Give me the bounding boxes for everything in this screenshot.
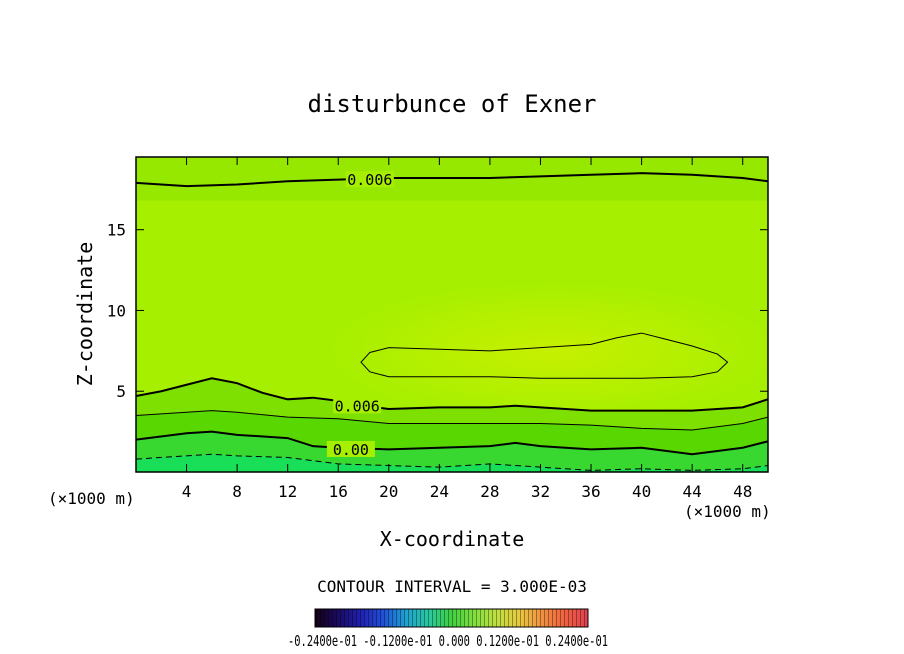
fill-band xyxy=(136,454,768,472)
chart-title: disturbunce of Exner xyxy=(308,90,597,118)
x-tick-label: 44 xyxy=(683,482,702,501)
y-tick-label: 15 xyxy=(107,221,126,240)
colorbar: -0.2400e-01 -0.1200e-01 0.000 0.1200e-01… xyxy=(288,608,608,650)
contour-line xyxy=(136,430,768,456)
colorbar-frame xyxy=(314,608,589,628)
x-tick-label: 48 xyxy=(733,482,752,501)
x-tick-label: 12 xyxy=(278,482,297,501)
plot-frame xyxy=(135,156,769,473)
x-unit-label: (×1000 m) xyxy=(684,502,771,521)
plot-area xyxy=(136,157,768,472)
x-tick-label: 8 xyxy=(232,482,242,501)
x-axis-ticks: 4 8 12 16 20 24 28 32 36 40 44 48 xyxy=(182,157,752,501)
contour-labels: 0.006 0.006 0.00 xyxy=(326,171,394,459)
contour-label-bg xyxy=(326,441,375,457)
contour-line xyxy=(360,332,729,379)
x-tick-label: 40 xyxy=(632,482,651,501)
colorbar-stripes xyxy=(315,609,588,627)
y-axis-ticks: 5 10 15 xyxy=(107,221,768,401)
y-axis-label: Z-coordinate xyxy=(73,242,97,387)
x-tick-label: 20 xyxy=(379,482,398,501)
x-tick-label: 16 xyxy=(329,482,348,501)
y-unit-label: (×1000 m) xyxy=(48,489,135,508)
x-axis-label: X-coordinate xyxy=(380,527,525,551)
contour-label-bg xyxy=(345,171,394,188)
y-tick-label: 10 xyxy=(107,301,126,320)
contour-line xyxy=(136,172,768,188)
x-tick-label: 36 xyxy=(581,482,600,501)
colorbar-labels: -0.2400e-01 -0.1200e-01 0.000 0.1200e-01… xyxy=(288,632,608,650)
contour-label: 0.006 xyxy=(347,171,392,189)
x-tick-label: 32 xyxy=(531,482,550,501)
band-core xyxy=(323,280,768,421)
contour-line xyxy=(136,410,768,431)
x-tick-label: 28 xyxy=(480,482,499,501)
x-tick-label: 4 xyxy=(182,482,192,501)
x-tick-label: 24 xyxy=(430,482,449,501)
contour-label-bg xyxy=(333,397,382,414)
contour-label: 0.006 xyxy=(335,397,380,415)
contour-label: 0.00 xyxy=(333,441,369,459)
contour-interval-note: CONTOUR INTERVAL = 3.000E-03 xyxy=(317,577,587,596)
y-tick-label: 5 xyxy=(116,382,126,401)
